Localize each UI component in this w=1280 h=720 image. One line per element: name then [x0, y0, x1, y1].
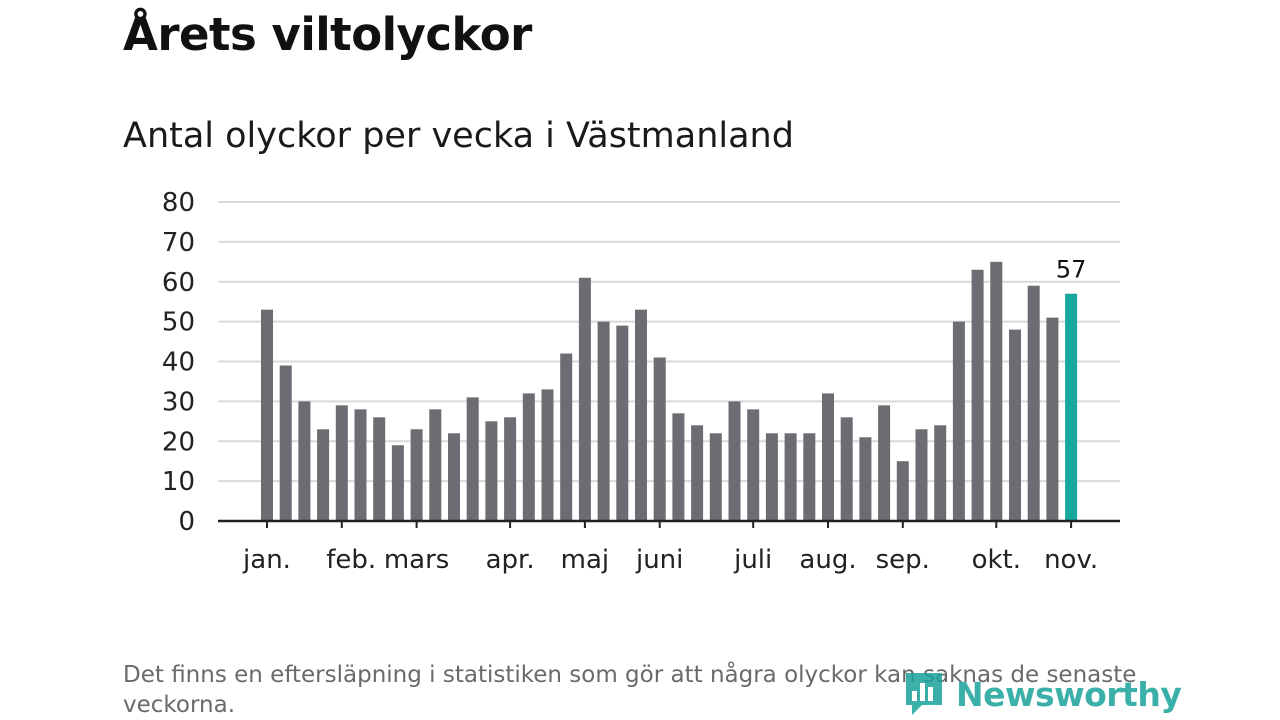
- annotations: 57: [1056, 256, 1087, 284]
- bar: [672, 413, 685, 521]
- bar: [279, 365, 292, 521]
- bar: [859, 437, 872, 521]
- bar: [728, 401, 741, 521]
- x-axis-labels: jan. feb. mars apr. maj juni juli aug. sep. okt. n…: [242, 545, 1098, 575]
- bar: [1027, 285, 1040, 521]
- bar: [504, 417, 517, 521]
- bar: [541, 389, 554, 521]
- y-tick-label: 70: [162, 228, 195, 258]
- footnote: Det finns en eftersläpning i statistiken…: [123, 662, 1137, 718]
- x-tick-label: jan.: [242, 545, 291, 575]
- highlighted-bar: [1065, 293, 1078, 521]
- x-tick-label: juli: [733, 545, 772, 575]
- x-tick-label: nov.: [1044, 545, 1098, 575]
- bar: [597, 321, 610, 521]
- data-label: 57: [1056, 256, 1087, 284]
- y-tick-label: 10: [162, 467, 195, 497]
- bar: [560, 353, 573, 521]
- x-tick-label: sep.: [876, 545, 930, 575]
- bar: [709, 433, 722, 521]
- bar: [990, 261, 1003, 521]
- chart-subtitle: Antal olyckor per vecka i Västmanland: [123, 116, 794, 156]
- bar: [391, 445, 404, 521]
- x-tick-label: maj: [561, 545, 609, 575]
- bar: [373, 417, 386, 521]
- newsworthy-logo-icon: [906, 673, 942, 715]
- bar: [522, 393, 535, 521]
- bar: [934, 425, 947, 521]
- bar: [915, 429, 928, 521]
- bar: [448, 433, 460, 521]
- bars: [261, 261, 1078, 521]
- bar: [354, 409, 367, 521]
- x-axis: [218, 519, 1120, 528]
- y-tick-label: 0: [178, 507, 195, 537]
- y-tick-label: 20: [162, 427, 195, 457]
- bar: [952, 321, 965, 521]
- bar: [261, 309, 273, 521]
- bar: [410, 429, 423, 521]
- newsworthy-logo: Newsworthy: [902, 668, 1182, 720]
- x-tick-label: aug.: [799, 545, 856, 575]
- newsworthy-wordmark: Newsworthy: [956, 674, 1182, 714]
- y-tick-label: 80: [162, 188, 195, 218]
- bar: [878, 405, 891, 521]
- y-tick-label: 60: [162, 268, 195, 298]
- bar: [466, 397, 479, 521]
- y-tick-label: 30: [162, 387, 195, 417]
- bar: [298, 401, 311, 521]
- bar: [429, 409, 442, 521]
- x-tick-label: okt.: [972, 545, 1021, 575]
- x-tick-label: mars: [384, 545, 450, 575]
- bar: [840, 417, 853, 521]
- bar: [1046, 317, 1059, 521]
- bar-chart: 0 10 20 30 40 50 60 70 80 jan. feb. mars apr. maj jun…: [162, 188, 1120, 575]
- bar: [822, 393, 834, 521]
- bar: [653, 357, 666, 521]
- bar: [635, 309, 647, 521]
- bar: [765, 433, 778, 521]
- x-tick-label: juni: [635, 545, 683, 575]
- bar: [784, 433, 797, 521]
- bar: [485, 421, 498, 521]
- bar: [691, 425, 704, 521]
- bar: [747, 409, 760, 521]
- bar: [896, 461, 909, 521]
- y-axis-labels: 0 10 20 30 40 50 60 70 80: [162, 188, 195, 537]
- gridlines: [218, 201, 1120, 483]
- bar: [1009, 329, 1021, 521]
- bar: [971, 269, 984, 521]
- bar: [616, 325, 629, 521]
- x-tick-label: feb.: [326, 545, 376, 575]
- y-tick-label: 50: [162, 308, 195, 338]
- bar: [335, 405, 348, 521]
- y-tick-label: 40: [162, 348, 195, 378]
- bar: [803, 433, 816, 521]
- bar: [578, 277, 591, 521]
- chart-title: Årets viltolyckor: [123, 8, 532, 61]
- x-tick-label: apr.: [486, 545, 535, 575]
- bar: [317, 429, 330, 521]
